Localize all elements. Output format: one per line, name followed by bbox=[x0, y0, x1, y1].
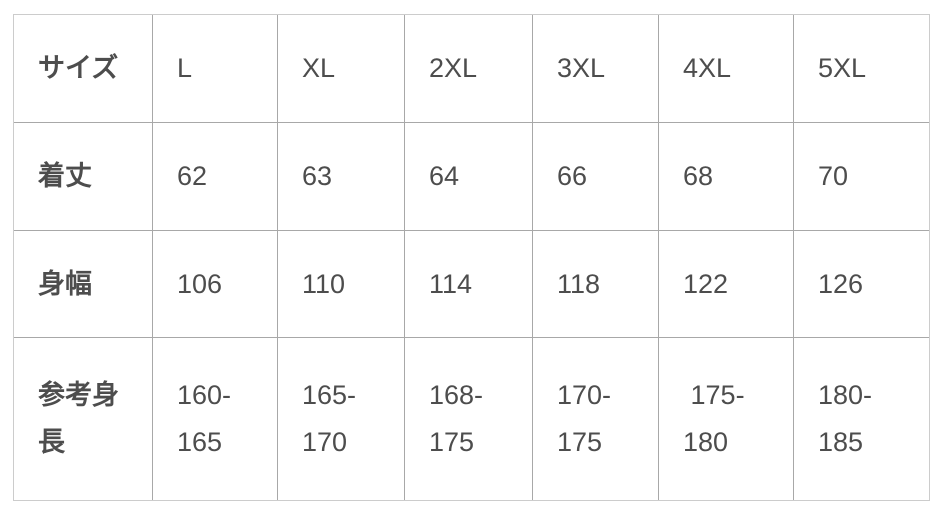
data-cell: 180-185 bbox=[794, 338, 929, 500]
data-cell: 175-180 bbox=[659, 338, 794, 500]
data-cell: 62 bbox=[153, 123, 278, 231]
row-label-cell: 着丈 bbox=[14, 123, 153, 231]
table-row: サイズ L XL 2XL 3XL 4XL 5XL bbox=[14, 15, 929, 123]
data-cell: 66 bbox=[533, 123, 659, 231]
data-cell: 110 bbox=[278, 231, 405, 338]
table-row: 着丈 62 63 64 66 68 70 bbox=[14, 123, 929, 231]
column-header-cell: 2XL bbox=[405, 15, 533, 123]
table-row: 参考身長 160-165 165-170 168-175 170-175 175… bbox=[14, 338, 929, 500]
data-cell: 114 bbox=[405, 231, 533, 338]
data-cell: 68 bbox=[659, 123, 794, 231]
corner-header-cell: サイズ bbox=[14, 15, 153, 123]
data-cell: 168-175 bbox=[405, 338, 533, 500]
data-cell: 70 bbox=[794, 123, 929, 231]
data-cell: 63 bbox=[278, 123, 405, 231]
data-cell: 118 bbox=[533, 231, 659, 338]
data-cell: 106 bbox=[153, 231, 278, 338]
column-header-cell: 3XL bbox=[533, 15, 659, 123]
data-cell: 170-175 bbox=[533, 338, 659, 500]
column-header-cell: 5XL bbox=[794, 15, 929, 123]
data-cell: 160-165 bbox=[153, 338, 278, 500]
row-label-cell: 参考身長 bbox=[14, 338, 153, 500]
column-header-cell: 4XL bbox=[659, 15, 794, 123]
column-header-cell: L bbox=[153, 15, 278, 123]
data-cell: 122 bbox=[659, 231, 794, 338]
table-row: 身幅 106 110 114 118 122 126 bbox=[14, 231, 929, 338]
data-cell: 126 bbox=[794, 231, 929, 338]
row-label-cell: 身幅 bbox=[14, 231, 153, 338]
size-table: サイズ L XL 2XL 3XL 4XL 5XL 着丈 62 63 64 66 … bbox=[13, 14, 930, 501]
data-cell: 64 bbox=[405, 123, 533, 231]
column-header-cell: XL bbox=[278, 15, 405, 123]
data-cell: 165-170 bbox=[278, 338, 405, 500]
